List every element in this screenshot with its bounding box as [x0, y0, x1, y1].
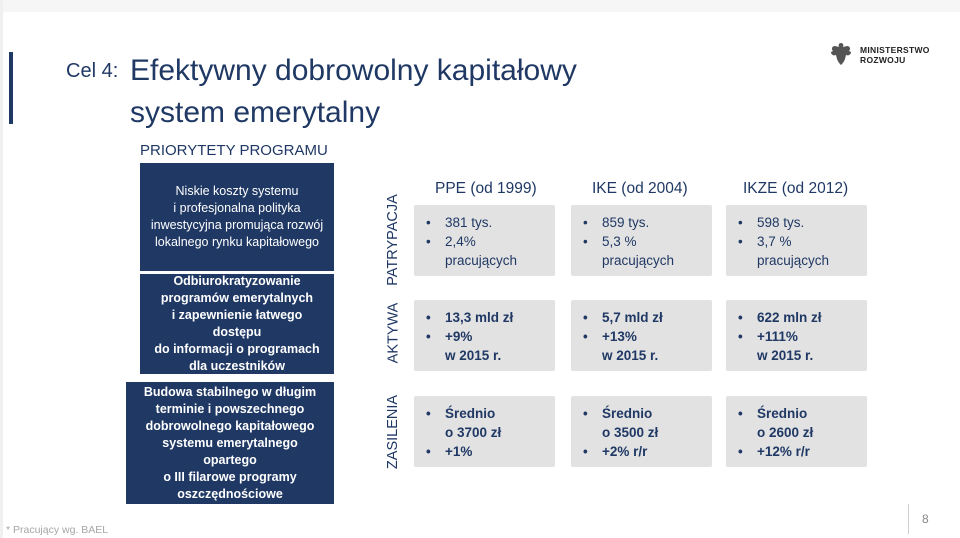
priority-line: o III filarowe programy — [163, 469, 297, 484]
column-name: IKZE — [743, 180, 778, 197]
priority-box-1: Niskie koszty systemu i profesjonalna po… — [140, 163, 334, 271]
priorities-heading: PRIORYTETY PROGRAMU — [140, 142, 328, 159]
cell-line: w 2015 r. — [757, 348, 814, 363]
column-since: (od 1999) — [470, 180, 537, 197]
cell-ikze-participation: 598 tys. 3,7 % pracujących — [726, 205, 867, 276]
priority-line: i profesjonalna polityka — [173, 201, 301, 215]
cell-line: 5,7 mld zł — [583, 308, 663, 327]
cell-line: 381 tys. — [426, 213, 517, 232]
title-accent-bar — [9, 52, 13, 124]
page-number: 8 — [922, 512, 929, 526]
cell-line: +111% — [738, 327, 822, 346]
page-number-rule — [908, 504, 909, 534]
cell-line: +9% — [426, 327, 513, 346]
cell-line: 859 tys. — [583, 213, 674, 232]
cell-ppe-contributions: Średnio o 3700 zł +1% — [414, 396, 555, 467]
row-label-contributions: ZASILENIA — [385, 394, 402, 470]
cell-line: w 2015 r. — [602, 348, 659, 363]
priority-line: terminie i powszechnego — [155, 401, 305, 416]
cell-ppe-participation: 381 tys. 2,4% pracujących — [414, 205, 555, 276]
page-title-line1: Efektywny dobrowolny kapitałowy — [130, 54, 577, 87]
cell-line: o 3700 zł — [445, 425, 502, 440]
logo-line1: MINISTERSTWO — [860, 45, 930, 55]
priority-line: i zapewnienie łatwego dostępu — [171, 308, 303, 339]
priority-line: Odbiurokratyzowanie — [173, 274, 301, 288]
cell-line: 3,7 % — [738, 232, 829, 251]
logo-line2: ROZWOJU — [860, 55, 906, 65]
cell-line: o 2600 zł — [757, 425, 814, 440]
cell-line: w 2015 r. — [445, 348, 502, 363]
column-header-ikze: IKZE (od 2012) — [743, 180, 848, 198]
cell-line: 622 mln zł — [738, 308, 822, 327]
cell-line: 13,3 mld zł — [426, 308, 513, 327]
priority-line: do informacji o programach — [154, 342, 320, 356]
logo-text: MINISTERSTWO ROZWOJU — [860, 45, 930, 65]
side-rule — [0, 0, 3, 538]
cell-line: pracujących — [602, 253, 675, 268]
page-title: Efektywny dobrowolny kapitałowy system e… — [130, 50, 577, 134]
priority-line: inwestycyjna promująca rozwój — [150, 218, 324, 232]
column-header-ppe: PPE (od 1999) — [435, 180, 537, 198]
top-bar — [0, 0, 960, 12]
column-name: IKE — [592, 180, 617, 197]
priority-line: Budowa stabilnego w długim — [143, 384, 317, 399]
cell-line: Średnio — [426, 404, 501, 423]
cell-line: pracujących — [757, 253, 830, 268]
title-label: Cel 4: — [66, 60, 119, 82]
cell-ikze-assets: 622 mln zł +111% w 2015 r. — [726, 300, 867, 371]
cell-line: +12% r/r — [738, 442, 813, 461]
cell-line: 5,3 % — [583, 232, 674, 251]
cell-line: 2,4% — [426, 232, 517, 251]
cell-line: 598 tys. — [738, 213, 829, 232]
cell-ppe-assets: 13,3 mld zł +9% w 2015 r. — [414, 300, 555, 371]
priority-line: Niskie koszty systemu — [175, 184, 299, 198]
column-header-ike: IKE (od 2004) — [592, 180, 688, 198]
cell-line: Średnio — [583, 404, 658, 423]
priority-line: oszczędnościowe — [177, 486, 283, 501]
cell-line: +13% — [583, 327, 663, 346]
cell-line: o 3500 zł — [602, 425, 659, 440]
cell-ikze-contributions: Średnio o 2600 zł +12% r/r — [726, 396, 867, 467]
page-title-line2: system emerytalny — [130, 96, 381, 129]
priority-box-2: Odbiurokratyzowanie programów emerytalny… — [140, 274, 334, 374]
priority-line: systemu emerytalnego opartego — [162, 435, 298, 467]
priority-line: dla uczestników — [189, 359, 285, 373]
cell-ike-contributions: Średnio o 3500 zł +2% r/r — [571, 396, 712, 467]
priority-line: lokalnego rynku kapitałowego — [154, 235, 319, 249]
row-label-assets: AKTYWA — [385, 302, 402, 364]
priority-box-3: Budowa stabilnego w długim terminie i po… — [126, 382, 334, 504]
cell-line: pracujących — [445, 253, 518, 268]
row-label-participation: PATRYPACJA — [385, 194, 401, 286]
cell-ike-assets: 5,7 mld zł +13% w 2015 r. — [571, 300, 712, 371]
footnote: * Pracujący wg. BAEL — [6, 524, 109, 536]
priority-line: dobrowolnego kapitałowego — [145, 418, 315, 433]
column-since: (od 2004) — [621, 180, 688, 197]
cell-line: Średnio — [738, 404, 813, 423]
ministry-logo: MINISTERSTWO ROZWOJU — [828, 40, 948, 70]
eagle-emblem-icon — [831, 43, 851, 65]
cell-ike-participation: 859 tys. 5,3 % pracujących — [571, 205, 712, 276]
priority-line: programów emerytalnych — [160, 291, 314, 305]
column-name: PPE — [435, 180, 467, 197]
cell-line: +2% r/r — [583, 442, 658, 461]
column-since: (od 2012) — [781, 180, 849, 197]
cell-line: +1% — [426, 442, 501, 461]
